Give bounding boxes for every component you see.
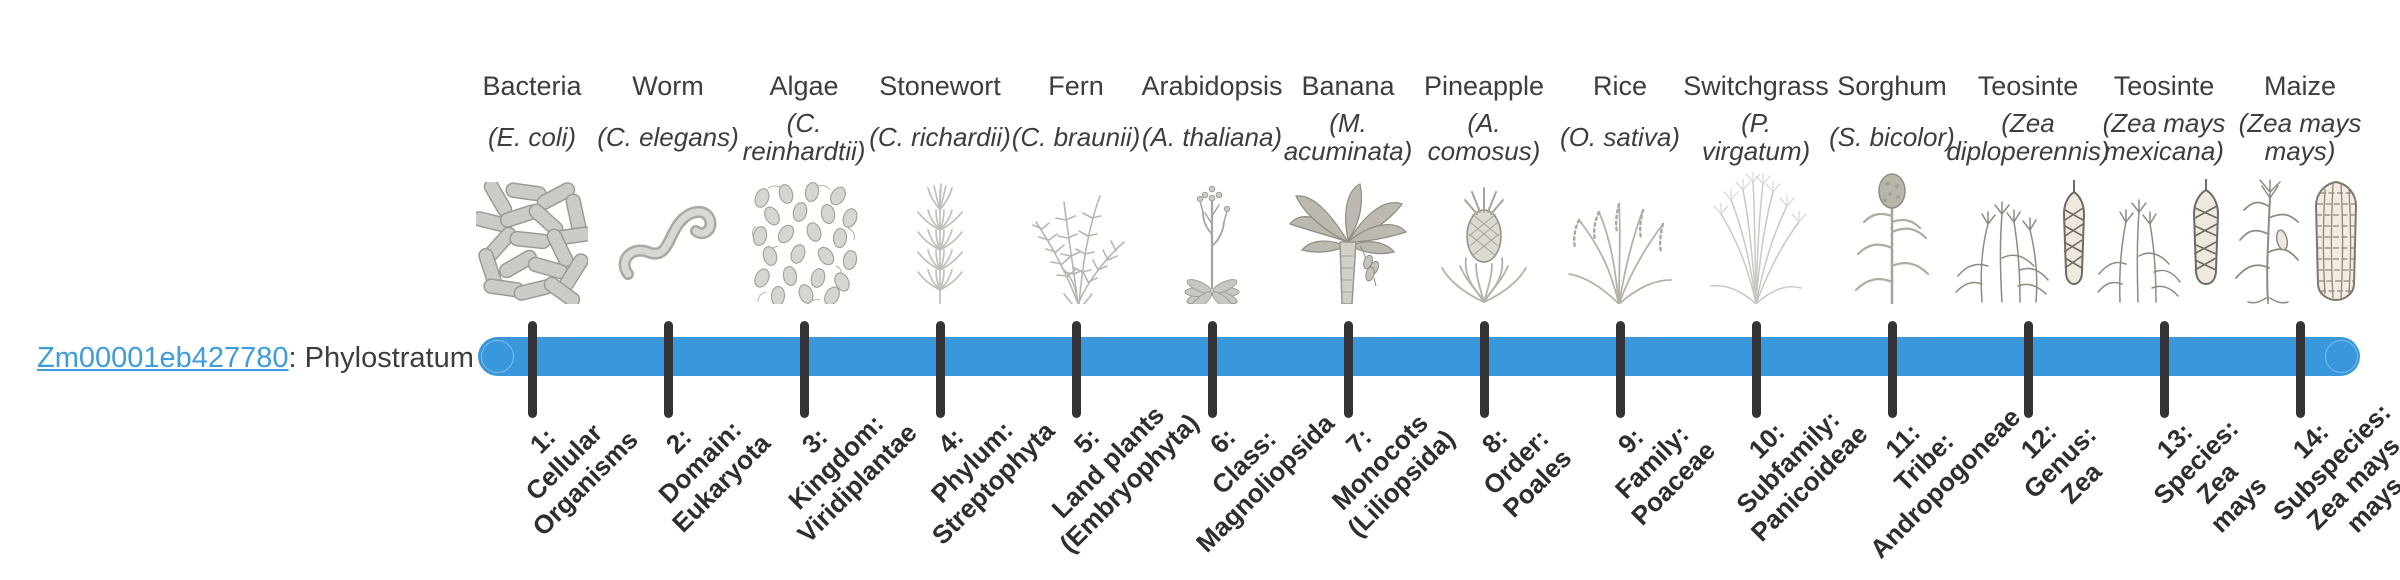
organism-column-maize: Maize (Zea mays mays) — [2210, 64, 2390, 306]
organism-latin-name: (P. virgatum) — [1701, 108, 1811, 166]
gene-label: Zm00001eb427780: Phylostratum 1 — [37, 341, 498, 375]
fern-icon — [986, 166, 1166, 306]
timeline-tick-3 — [799, 321, 809, 418]
timeline-tick-11 — [1887, 321, 1897, 418]
organism-column-teosinte-mexicana: Teosinte (Zea mays mexicana) — [2074, 64, 2254, 306]
timeline-bar — [478, 337, 2360, 376]
teosinte-mexicana-icon — [2074, 166, 2254, 306]
organism-common-name: Teosinte — [1977, 71, 2079, 101]
timeline-tick-5 — [1071, 321, 1081, 418]
banana-icon — [1258, 166, 1438, 306]
timeline-tick-13 — [2159, 321, 2169, 418]
organism-latin-name: (E. coli) — [487, 122, 577, 152]
organism-column-algae: Algae (C. reinhardtii) — [714, 64, 894, 306]
organism-latin-name: (Zea diploperennis) — [1946, 108, 2110, 166]
organism-common-name: Teosinte — [2113, 71, 2215, 101]
timeline-tick-12 — [2023, 321, 2033, 418]
organism-column-rice: Rice (O. sativa) — [1530, 64, 1710, 306]
worm-icon — [578, 166, 758, 306]
teosinte-diploperennis-icon — [1938, 166, 2118, 306]
phylostratum-text: : Phylostratum 1 — [288, 342, 499, 374]
organism-column-worm: Worm (C. elegans) — [578, 64, 758, 306]
maize-icon — [2210, 166, 2390, 306]
organism-common-name: Maize — [2263, 71, 2337, 101]
arabidopsis-icon — [1122, 166, 1302, 306]
organism-common-name: Stonewort — [879, 71, 1001, 101]
organism-latin-name: (A. comosus) — [1427, 108, 1541, 166]
gene-id-link[interactable]: Zm00001eb427780 — [37, 342, 289, 374]
timeline-tick-9 — [1615, 321, 1625, 418]
organism-common-name: Arabidopsis — [1141, 71, 1283, 101]
organism-common-name: Switchgrass — [1683, 71, 1829, 101]
organism-common-name: Banana — [1301, 71, 1395, 101]
timeline-tick-8 — [1479, 321, 1489, 418]
stonewort-icon — [850, 166, 1030, 306]
timeline-tick-6 — [1207, 321, 1217, 418]
organism-latin-name: (S. bicolor) — [1829, 122, 1955, 152]
organism-column-switchgrass: Switchgrass (P. virgatum) — [1666, 64, 1846, 306]
organism-common-name: Bacteria — [482, 71, 582, 101]
organism-column-pineapple: Pineapple (A. comosus) — [1394, 64, 1574, 306]
organism-latin-name: (C. reinhardtii) — [742, 108, 866, 166]
algae-icon — [714, 166, 894, 306]
organism-common-name: Rice — [1592, 71, 1647, 101]
organism-common-name: Algae — [769, 71, 839, 101]
organism-column-bacteria: Bacteria (E. coli) — [442, 64, 622, 306]
switchgrass-icon — [1666, 166, 1846, 306]
organism-latin-name: (A. thaliana) — [1141, 122, 1283, 152]
timeline-tick-14 — [2295, 321, 2305, 418]
pineapple-icon — [1394, 166, 1574, 306]
bacteria-icon — [442, 166, 622, 306]
organism-column-sorghum: Sorghum (S. bicolor) — [1802, 64, 1982, 306]
timeline-tick-4 — [935, 321, 945, 418]
organism-common-name: Fern — [1048, 71, 1104, 101]
timeline-tick-2 — [663, 321, 673, 418]
organism-latin-name: (Zea mays mays) — [2238, 108, 2362, 166]
organism-column-teosinte-diploperennis: Teosinte (Zea diploperennis) — [1938, 64, 2118, 306]
timeline-tick-10 — [1751, 321, 1761, 418]
organism-common-name: Pineapple — [1423, 71, 1545, 101]
organism-latin-name: (O. sativa) — [1560, 122, 1680, 152]
timeline-tick-1 — [527, 321, 537, 418]
organism-common-name: Worm — [632, 71, 704, 101]
organism-latin-name: (Zea mays mexicana) — [2102, 108, 2226, 166]
organism-column-banana: Banana (M. acuminata) — [1258, 64, 1438, 306]
organism-latin-name: (C. elegans) — [597, 122, 739, 152]
organism-latin-name: (M. acuminata) — [1283, 108, 1413, 166]
organism-column-fern: Fern (C. braunii) — [986, 64, 1166, 306]
organism-latin-name: (C. braunii) — [1011, 122, 1141, 152]
timeline-tick-7 — [1343, 321, 1353, 418]
rice-icon — [1530, 166, 1710, 306]
organism-latin-name: (C. richardii) — [869, 122, 1011, 152]
sorghum-icon — [1802, 166, 1982, 306]
organism-common-name: Sorghum — [1837, 71, 1947, 101]
organism-column-stonewort: Stonewort (C. richardii) — [850, 64, 1030, 306]
organism-column-arabidopsis: Arabidopsis (A. thaliana) — [1122, 64, 1302, 306]
